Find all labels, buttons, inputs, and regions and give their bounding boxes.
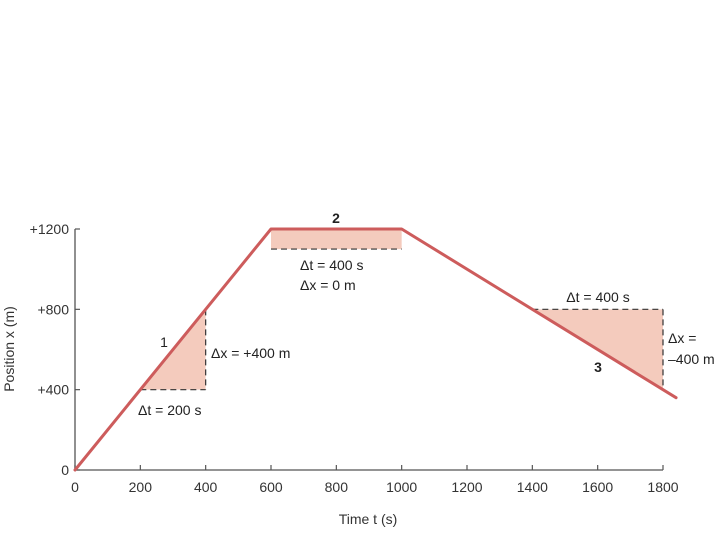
x-tick-label: 600 <box>259 479 283 495</box>
y-tick-label: 0 <box>61 462 69 478</box>
segment-2-delta-x: Δx = 0 m <box>300 277 356 293</box>
x-tick-label: 1800 <box>647 479 678 495</box>
segment-3-delta-x-line1: Δx = <box>668 330 696 346</box>
segment-2-fill <box>271 229 402 250</box>
x-tick-label: 1400 <box>517 479 548 495</box>
segment-1-delta-x: Δx = +400 m <box>211 345 290 361</box>
x-tick-label: 0 <box>71 479 79 495</box>
y-tick-label: +400 <box>37 382 69 398</box>
dashed-guides <box>140 248 664 391</box>
y-tick-label: +1200 <box>30 221 70 237</box>
x-tick-label: 1600 <box>582 479 613 495</box>
x-tick-label: 400 <box>194 479 218 495</box>
segment-3-delta-t: Δt = 400 s <box>566 289 629 305</box>
axes <box>74 229 663 471</box>
x-tick-label: 1200 <box>451 479 482 495</box>
x-tick-label: 1000 <box>386 479 417 495</box>
series-group <box>73 227 678 472</box>
tick-labels: 0 200 400 600 800 1000 1200 1400 1600 1800 0 +400 +8… <box>30 221 679 495</box>
segment-3-label: 3 <box>594 359 602 375</box>
y-tick-label: +800 <box>37 301 69 317</box>
position-line <box>73 227 678 472</box>
x-tick-label: 200 <box>129 479 153 495</box>
segment-2-delta-t: Δt = 400 s <box>300 257 363 273</box>
y-axis-title: Position x (m) <box>1 306 17 392</box>
segment-3-delta-x-line2: –400 m <box>668 351 715 367</box>
segment-1-delta-t: Δt = 200 s <box>138 402 201 418</box>
segment-1-label: 1 <box>160 334 168 350</box>
segment-2-label: 2 <box>332 210 340 226</box>
x-tick-label: 800 <box>325 479 349 495</box>
tick-marks <box>74 228 664 471</box>
x-axis-title: Time t (s) <box>339 511 398 527</box>
